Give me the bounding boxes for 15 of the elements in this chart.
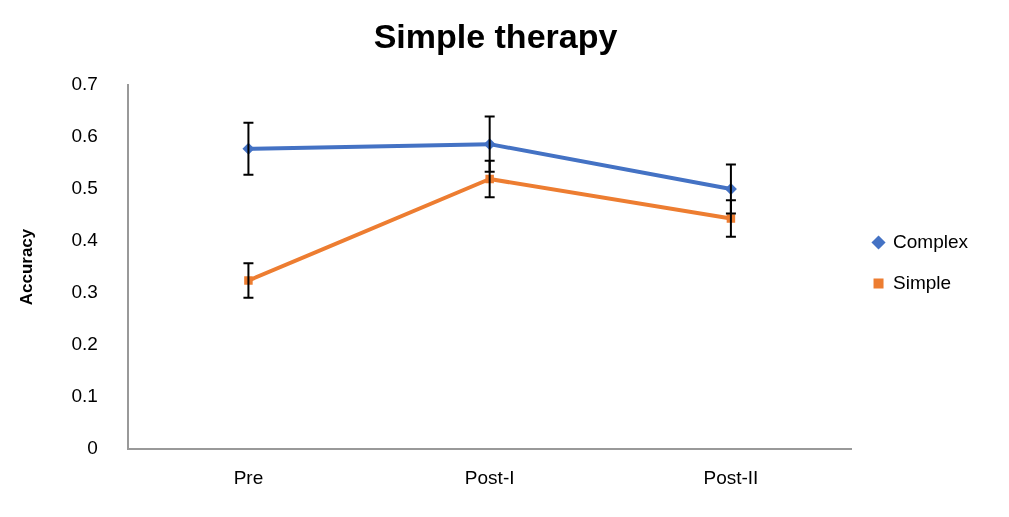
legend-label: Complex	[893, 230, 969, 252]
y-tick-label: 0.3	[71, 281, 98, 303]
legend-label: Simple	[893, 271, 952, 293]
x-tick-label: Pre	[233, 466, 264, 488]
y-tick-label: 0.4	[71, 229, 99, 251]
y-tick-label: 0.6	[71, 125, 98, 147]
y-tick-label: 0.1	[71, 385, 98, 407]
x-tick-label: Post-II	[703, 466, 759, 488]
x-tick-label: Post-I	[464, 466, 515, 488]
y-tick-label: 0.7	[71, 73, 98, 95]
y-tick-label: 0.2	[71, 333, 98, 355]
y-axis-title: Accuracy	[16, 228, 36, 306]
y-tick-label: 0.5	[71, 177, 98, 199]
y-tick-label: 0	[87, 437, 98, 459]
chart-title: Simple therapy	[373, 16, 618, 55]
